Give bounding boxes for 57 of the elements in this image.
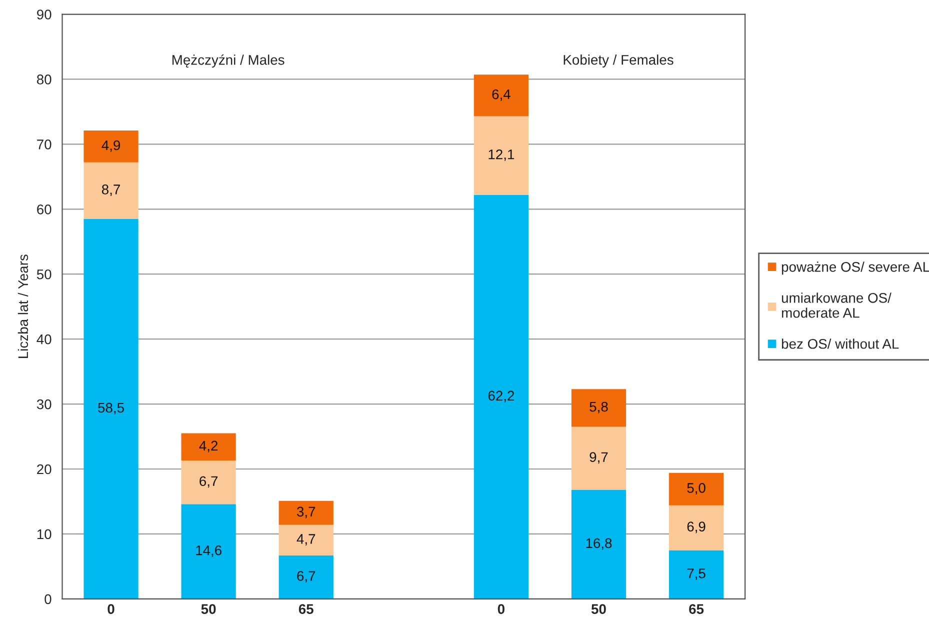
legend-label: bez OS/ without AL	[782, 338, 899, 349]
y-tick-label: 10	[37, 529, 52, 540]
data-label: 7,5	[687, 568, 706, 580]
bar	[571, 389, 626, 427]
data-label: 6,7	[297, 571, 316, 583]
data-label: 6,4	[492, 89, 510, 101]
y-tick-label: 90	[37, 10, 52, 20]
data-label: 16,8	[586, 538, 612, 550]
data-label: 5,8	[590, 402, 608, 414]
annotation: Kobiety / Females	[564, 54, 674, 68]
data-label: 6,9	[687, 522, 706, 534]
y-axis-title: Liczba lat / Years	[18, 254, 28, 358]
data-label: 9,7	[590, 452, 608, 464]
data-label: 8,7	[102, 184, 120, 196]
bar	[278, 500, 334, 525]
data-label: 3,7	[296, 506, 316, 518]
y-tick-label: 70	[37, 140, 52, 150]
x-tick-label: 0	[498, 604, 504, 614]
data-label: 4,7	[296, 534, 316, 546]
data-label: 12,1	[488, 149, 514, 161]
bar	[181, 460, 236, 504]
bar	[278, 555, 334, 599]
bar	[668, 505, 724, 550]
y-tick-label: 50	[36, 269, 52, 280]
bar	[474, 194, 529, 599]
bar	[474, 116, 529, 195]
bar	[84, 218, 138, 599]
bar	[571, 490, 626, 599]
bar	[84, 162, 138, 219]
bar	[668, 550, 724, 599]
data-label: 62,2	[488, 390, 514, 402]
y-tick-label: 80	[36, 74, 52, 84]
data-label: 5,0	[687, 483, 706, 495]
y-tick-label: 40	[36, 334, 52, 344]
bar	[668, 472, 724, 506]
bar	[474, 74, 529, 116]
bar	[84, 130, 138, 162]
x-tick-label: 50	[201, 604, 216, 614]
annotation: Mężczyźni / Males	[172, 54, 284, 68]
data-label: 58,5	[98, 402, 124, 414]
y-tick-label: 0	[44, 594, 52, 604]
bar	[181, 433, 236, 461]
legend-label: umiarkowane OS/ moderate AL	[782, 292, 892, 318]
data-label: 6,7	[200, 476, 218, 488]
y-tick-label: 60	[37, 204, 52, 214]
data-label: 14,6	[196, 545, 222, 557]
y-tick-label: 20	[37, 464, 52, 474]
data-label: 4,9	[102, 140, 120, 152]
x-tick-label: 0	[108, 604, 114, 614]
x-tick-label: 50	[591, 604, 606, 614]
bar	[278, 524, 334, 556]
data-label: 4,2	[199, 440, 218, 452]
y-tick-label: 30	[36, 399, 52, 410]
x-tick-label: 65	[298, 604, 314, 614]
bar	[181, 504, 236, 599]
x-tick-label: 65	[689, 604, 704, 614]
bar	[571, 426, 626, 490]
